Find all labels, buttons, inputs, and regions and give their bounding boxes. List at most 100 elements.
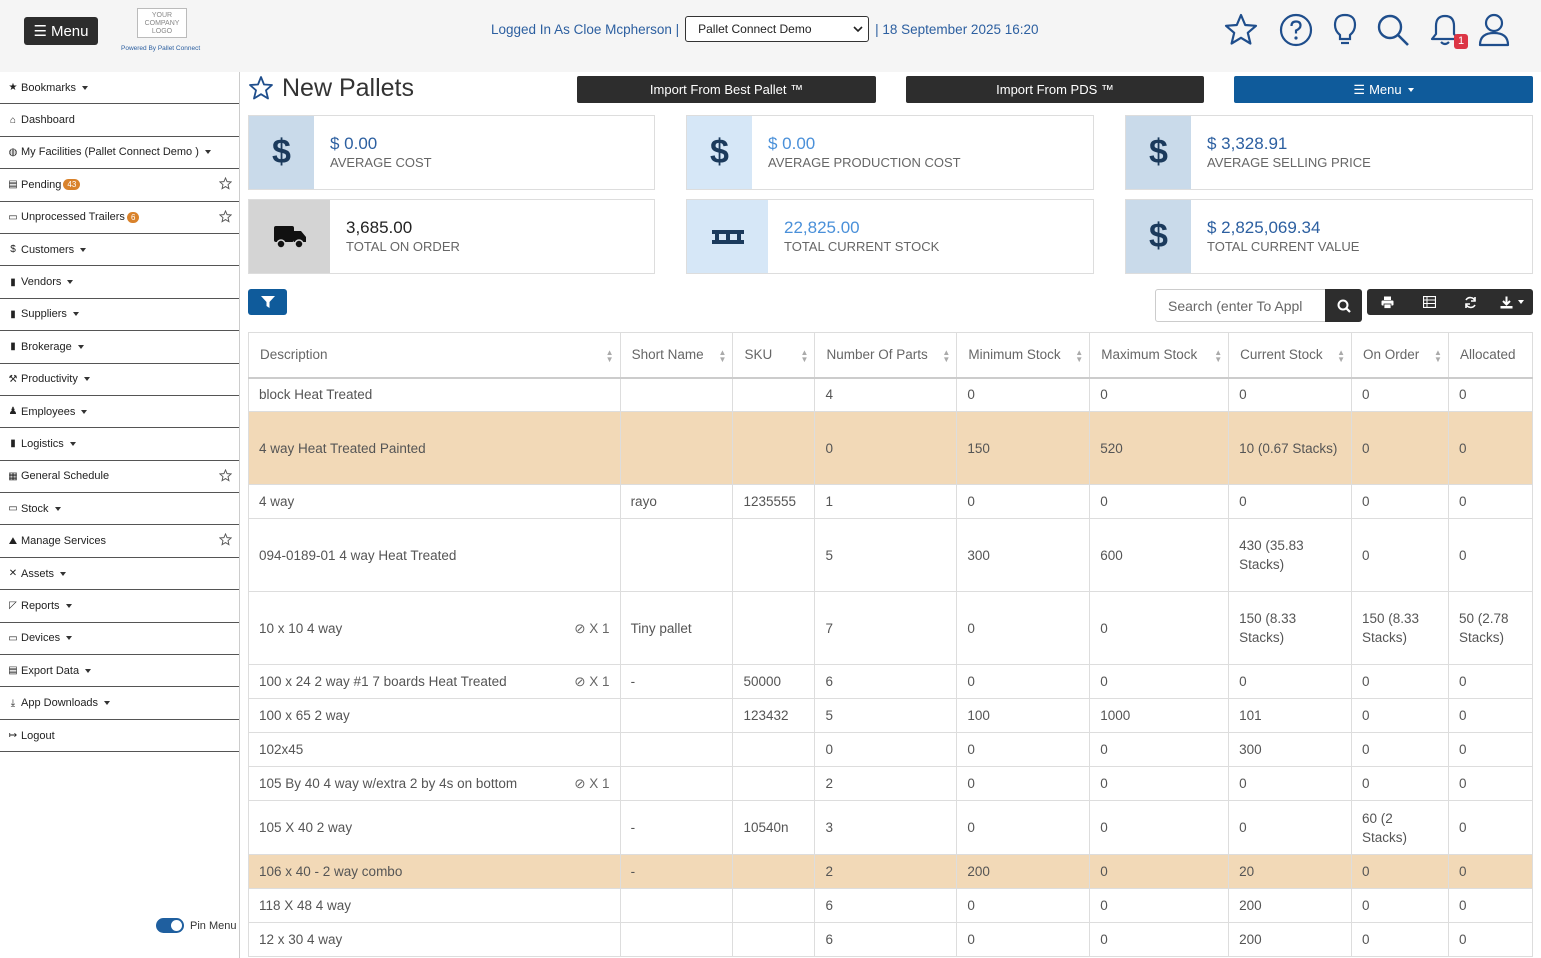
table-cell: 0 [956,484,1091,519]
sort-icon[interactable]: ▲ ▼ [800,348,809,364]
column-header[interactable]: Current Stock ▲ ▼ [1228,332,1353,379]
table-row[interactable]: block Heat Treated 4 0 0 0 0 0 [248,377,1534,412]
bookmark-star-icon[interactable] [219,209,232,223]
sort-icon[interactable]: ▲ ▼ [1434,348,1442,364]
sidebar-item-reports[interactable]: ◸ Reports [0,590,239,623]
column-header[interactable]: On Order ▲ ▼ [1351,332,1449,379]
column-header[interactable]: Minimum Stock ▲ ▼ [956,332,1091,379]
table-row[interactable]: 105 X 40 2 way - 10540n 3 0 0 0 60 (2 Stacks) 0 [248,800,1534,855]
bell-icon[interactable]: 1 [1427,12,1469,49]
table-row[interactable]: 4 way rayo 1235555 1 0 0 0 0 0 [248,484,1534,519]
sidebar: ★ Bookmarks ⌂ Dashboard ◍ My Facilities (Pall… [0,72,240,958]
print-button[interactable] [1367,289,1409,315]
sidebar-item-stock[interactable]: ▭ Stock [0,493,239,526]
facility-select-value: Pallet Connect Demo [698,22,812,36]
refresh-button[interactable] [1450,289,1492,315]
sidebar-item-label: My Facilities (Pallet Connect Demo ) [21,146,199,159]
cell-value: 0 [1100,898,1108,913]
sidebar-item-general-schedule[interactable]: ▦ General Schedule [0,461,239,494]
cell-value: 0 [967,387,975,403]
search-button[interactable] [1325,289,1362,322]
sidebar-item-employees[interactable]: ♟ Employees [0,396,239,429]
table-cell: 0 [956,922,1091,957]
sidebar-item-devices[interactable]: ▭ Devices [0,623,239,656]
sidebar-item-bookmarks[interactable]: ★ Bookmarks [0,72,239,105]
sidebar-item-suppliers[interactable]: ▮ Suppliers [0,299,239,332]
page-menu-button[interactable]: ☰ Menu [1234,76,1533,103]
column-header[interactable]: Maximum Stock ▲ ▼ [1089,332,1230,379]
export-icon: ▤ [8,665,18,677]
sidebar-item-customers[interactable]: $ Customers [0,234,239,267]
table-row[interactable]: 106 x 40 - 2 way combo -2 200 0 20 0 0 [248,854,1534,889]
main-menu-button[interactable]: ☰ Menu [24,17,98,45]
bookmark-star-icon[interactable] [219,533,232,547]
sidebar-item-vendors[interactable]: ▮ Vendors [0,266,239,299]
help-icon[interactable] [1278,12,1314,48]
sidebar-item-my-facilities-pallet-connect-demo[interactable]: ◍ My Facilities (Pallet Connect Demo ) [0,137,239,170]
page-title-area: New Pallets [248,73,414,103]
filter-button[interactable] [248,289,287,315]
search-input[interactable]: Search (enter To Appl [1155,289,1326,322]
table-row[interactable]: 118 X 48 4 way 6 0 0 200 0 0 [248,888,1534,923]
sidebar-item-brokerage[interactable]: ▮ Brokerage [0,331,239,364]
print-icon [1381,296,1394,309]
pin-menu-toggle[interactable] [156,918,184,933]
search-icon[interactable] [1375,12,1411,48]
sidebar-item-logistics[interactable]: ▮ Logistics [0,428,239,461]
facility-select[interactable]: Pallet Connect Demo [685,16,870,42]
table-row[interactable]: ⊘ X 1 10 x 10 4 way Tiny pallet 7 0 0 150 (8.3… [248,591,1534,665]
table-cell: 0 [1448,698,1534,733]
table-cell: 0 [1228,664,1353,699]
sidebar-item-manage-services[interactable]: ⛰ Manage Services [0,525,239,558]
table-row[interactable]: 4 way Heat Treated Painted 0 150 520 10 (0.6… [248,411,1534,485]
caret-down-icon [81,409,88,414]
bookmark-star-icon[interactable] [248,75,274,101]
sort-icon[interactable]: ▲ ▼ [1075,348,1084,364]
sidebar-item-logout[interactable]: ↦ Logout [0,720,239,753]
import-pds-button[interactable]: Import From PDS ™ [906,76,1204,103]
column-header[interactable]: Allocated [1448,332,1534,379]
column-header[interactable]: Description ▲ ▼ [248,332,621,379]
stat-card: 22,825.00 TOTAL CURRENT STOCK [686,199,1094,274]
sort-icon[interactable]: ▲ ▼ [942,348,951,364]
attachment-count[interactable]: ⊘ X 1 [574,619,609,638]
sidebar-item-productivity[interactable]: ⚒ Productivity [0,364,239,396]
caret-down-icon [80,247,87,252]
sidebar-item-dashboard[interactable]: ⌂ Dashboard [0,104,239,137]
sort-icon[interactable]: ▲ ▼ [1337,348,1346,364]
column-header[interactable]: SKU ▲ ▼ [732,332,816,379]
table-row[interactable]: 094-0189-01 4 way Heat Treated 5 300 600 430… [248,518,1534,592]
sort-icon[interactable]: ▲ ▼ [1214,348,1223,364]
cell-value: 430 (35.83 Stacks) [1239,538,1304,572]
download-button[interactable] [1492,289,1534,315]
sidebar-item-unprocessed-trailers[interactable]: ▭ Unprocessed Trailers 6 [0,202,239,234]
sidebar-item-export-data[interactable]: ▤ Export Data [0,655,239,688]
table-row[interactable]: 102x45 0 0 0 300 0 0 [248,732,1534,767]
stat-label: AVERAGE SELLING PRICE [1207,155,1371,170]
sidebar-item-app-downloads[interactable]: ⤓ App Downloads [0,687,239,720]
lightbulb-icon[interactable] [1327,12,1363,48]
column-header[interactable]: Number Of Parts ▲ ▼ [814,332,958,379]
stat-value: 3,685.00 [346,218,413,237]
table-row[interactable]: ⊘ X 1 100 x 24 2 way #1 7 boards Heat Tre… [248,664,1534,699]
sort-icon[interactable]: ▲ ▼ [718,348,727,364]
import-best-pallet-button[interactable]: Import From Best Pallet ™ [577,76,876,103]
bookmark-star-icon[interactable] [219,468,232,482]
attachment-count[interactable]: ⊘ X 1 [574,672,609,691]
company-logo[interactable]: YOUR COMPANY LOGO [137,8,187,38]
pallet-icon: ▭ [8,503,18,515]
bookmark-star-icon[interactable] [219,177,232,190]
sidebar-item-pending[interactable]: ▤ Pending 43 [0,169,239,202]
table-cell: 0 [1351,854,1449,889]
attachment-count[interactable]: ⊘ X 1 [574,774,609,793]
table-row[interactable]: 100 x 65 2 way 123432 5 100 1000 101 0 0 [248,698,1534,733]
columns-button[interactable] [1409,289,1451,315]
user-icon[interactable] [1476,12,1512,48]
table-row[interactable]: ⊘ X 1 105 By 40 4 way w/extra 2 by 4s on … [248,766,1534,801]
sort-icon[interactable]: ▲ ▼ [605,348,614,364]
table-row[interactable]: 12 x 30 4 way 6 0 0 200 0 0 [248,922,1534,957]
favorite-star-icon[interactable] [1223,12,1259,48]
column-header[interactable]: Short Name ▲ ▼ [620,332,734,379]
pin-menu[interactable]: Pin Menu [156,918,236,933]
sidebar-item-assets[interactable]: ✕ Assets [0,558,239,591]
